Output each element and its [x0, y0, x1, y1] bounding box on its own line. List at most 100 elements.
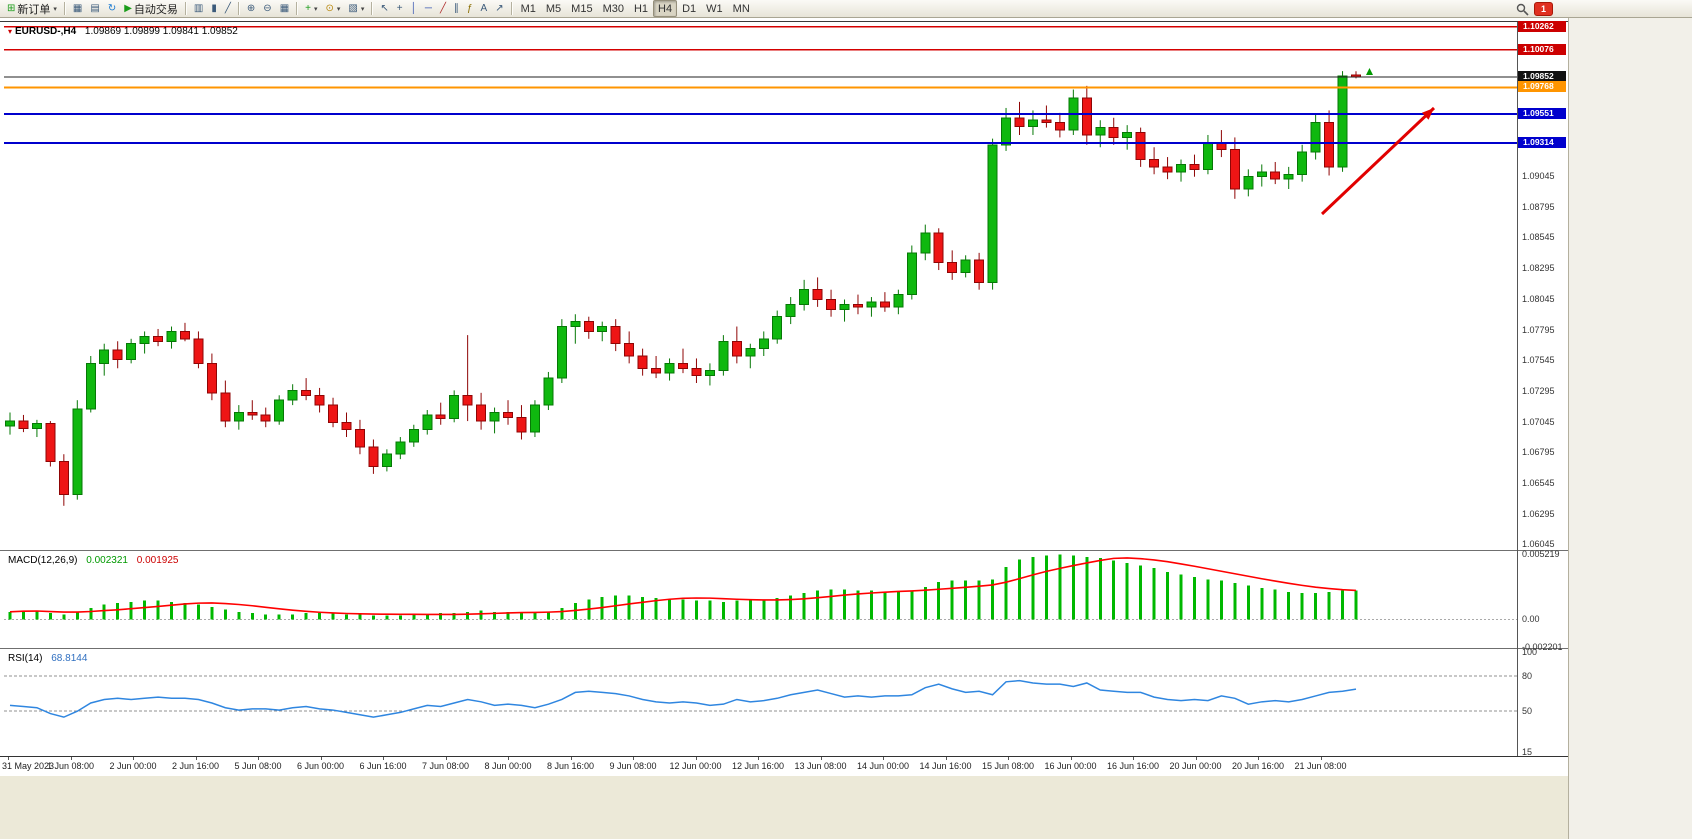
trendline-button[interactable]: ╱: [436, 0, 450, 17]
axis-label: 1.06795: [1522, 447, 1555, 458]
time-axis-tick: [633, 757, 634, 760]
timeframe-d1-button[interactable]: D1: [677, 0, 701, 17]
indicators-button[interactable]: + ▾: [301, 0, 321, 17]
axis-label: 1.06295: [1522, 508, 1555, 519]
price-line-tag: 1.09852: [1518, 71, 1566, 82]
macd-main-value: 0.002321: [86, 555, 128, 566]
timeframe-h1-button[interactable]: H1: [629, 0, 653, 17]
channel-button[interactable]: ∥: [450, 0, 463, 17]
timeframe-w1-button[interactable]: W1: [701, 0, 728, 17]
timeframe-mn-button[interactable]: MN: [728, 0, 755, 17]
time-axis-tick: [383, 757, 384, 760]
axis-label: 1.07795: [1522, 324, 1555, 335]
refresh-button[interactable]: ↻: [104, 0, 120, 17]
toolbar-separator: [63, 2, 66, 15]
macd-label: MACD(12,26,9) 0.002321 0.001925: [8, 555, 178, 566]
arrows-button[interactable]: ↗: [491, 0, 507, 17]
autotrading-button[interactable]: ▶ 自动交易: [120, 0, 182, 17]
new-order-button-label: 新订单: [17, 3, 51, 16]
templates-icon: ▧: [348, 2, 358, 14]
axis-label: 0.00: [1522, 614, 1540, 625]
trend-arrow-annotation: [1320, 106, 1436, 216]
toolbar-right: 1: [1516, 2, 1553, 16]
zoom-out-button[interactable]: ⊖: [259, 0, 275, 17]
horizontal-line-button[interactable]: ─: [421, 0, 436, 17]
time-axis-label: 16 Jun 00:00: [1044, 761, 1097, 771]
time-axis[interactable]: 31 May 2023 1 Jun 08:00 2 Jun 00:00 2 Jun 1…: [0, 757, 1568, 776]
candlestick-chart-button[interactable]: ▮: [207, 0, 221, 17]
chevron-down-icon: ▾: [313, 5, 318, 13]
time-axis-label: 6 Jun 16:00: [359, 761, 407, 771]
crosshair-button[interactable]: +: [393, 0, 407, 17]
fibonacci-button[interactable]: ƒ: [463, 0, 477, 17]
new-chart-button[interactable]: ▦: [69, 0, 86, 17]
last-tick-arrow-icon: [1366, 68, 1373, 76]
zoom-in-button[interactable]: ⊕: [243, 0, 259, 17]
periods-button[interactable]: ⊙ ▾: [322, 0, 345, 17]
toolbar-buttons: ⊞ 新订单 ▾ ▦ ▤ ↻ ▶ 自动交易 ▥ ▮ ╱ ⊕ ⊖ ▦ + ▾ ⊙ ▾ ▧ ▾ ↖ + │ ─ ╱ ∥ ƒ A ↗ M1 M5 M1…: [3, 0, 755, 18]
timeframe-m5-button[interactable]: M5: [541, 0, 566, 17]
cursor-button[interactable]: ↖: [376, 0, 392, 17]
search-icon[interactable]: [1516, 3, 1529, 16]
axis-label: 100: [1522, 647, 1538, 658]
time-axis-tick: [320, 757, 322, 760]
cursor-icon: ↖: [380, 2, 389, 14]
indicators-icon: +: [305, 2, 311, 14]
time-axis-tick: [258, 757, 259, 760]
axis-label: 1.07295: [1522, 385, 1555, 396]
time-axis-label: 9 Jun 08:00: [609, 761, 657, 771]
templates-button[interactable]: ▧ ▾: [344, 0, 368, 17]
price-line-tag: 1.09768: [1518, 81, 1566, 93]
candlestick-chart-icon: ▮: [211, 2, 217, 14]
timeframe-h4-button-label: H4: [658, 2, 673, 15]
text-button[interactable]: A: [477, 0, 492, 17]
axis-label: 1.07045: [1522, 416, 1555, 427]
rsi-value: 68.8144: [51, 653, 88, 664]
chevron-down-icon: ▾: [336, 5, 341, 13]
timeframe-m15-button[interactable]: M15: [566, 0, 597, 17]
autotrading-button-label: 自动交易: [133, 3, 178, 16]
toolbar-separator: [371, 2, 374, 15]
right-filler-panel: [1568, 18, 1692, 839]
rsi-separator: [0, 648, 1568, 649]
vertical-line-button[interactable]: │: [407, 0, 421, 17]
vertical-line-icon: │: [410, 2, 417, 14]
timeframe-w1-button-label: W1: [706, 2, 723, 15]
price-chart-canvas[interactable]: [4, 22, 1518, 550]
toolbar-separator: [510, 2, 513, 15]
macd-canvas[interactable]: [4, 552, 1518, 648]
candles: [5, 71, 1361, 506]
chart-top-border: [0, 21, 1568, 22]
axis-label: 1.08545: [1522, 232, 1555, 243]
toolbar: ⊞ 新订单 ▾ ▦ ▤ ↻ ▶ 自动交易 ▥ ▮ ╱ ⊕ ⊖ ▦ + ▾ ⊙ ▾ ▧ ▾ ↖ + │ ─ ╱ ∥ ƒ A ↗ M1 M5 M1…: [0, 0, 1692, 18]
line-chart-button[interactable]: ╱: [221, 0, 235, 17]
tile-windows-button[interactable]: ▦: [276, 0, 293, 17]
tile-windows-icon: ▦: [279, 2, 290, 14]
time-axis-label: 20 Jun 16:00: [1231, 761, 1285, 771]
macd-separator: [0, 550, 1568, 551]
time-axis-label: 15 Jun 08:00: [981, 761, 1035, 771]
text-icon: A: [480, 2, 488, 14]
timeframe-h4-button[interactable]: H4: [653, 0, 678, 17]
axis-label: 1.08295: [1522, 263, 1555, 274]
profiles-button[interactable]: ▤: [86, 0, 103, 17]
timeframe-m30-button[interactable]: M30: [598, 0, 629, 17]
rsi-canvas[interactable]: [4, 650, 1518, 756]
time-axis-label: 14 Jun 00:00: [856, 761, 910, 771]
new-order-icon: ⊞: [7, 2, 16, 14]
time-axis-tick: [1320, 757, 1322, 760]
timeframe-m1-button[interactable]: M1: [516, 0, 541, 17]
arrows-icon: ↗: [495, 2, 504, 14]
time-axis-tick: [570, 757, 572, 760]
timeframe-m30-button-label: M30: [602, 2, 624, 15]
time-axis-label: 14 Jun 16:00: [919, 761, 972, 771]
axis-label: 1.06045: [1522, 539, 1555, 550]
time-axis-label: 6 Jun 00:00: [296, 761, 345, 771]
axis-label: 80: [1522, 670, 1533, 681]
timeframe-h1-button-label: H1: [633, 2, 649, 15]
bar-chart-button[interactable]: ▥: [190, 0, 207, 17]
notification-badge[interactable]: 1: [1534, 2, 1553, 16]
chart-symbol-icon: ▾: [8, 27, 13, 36]
price-axis[interactable]: 1.09045 1.08795 1.08545 1.08295 1.08045 1.077…: [1518, 20, 1568, 757]
new-order-button[interactable]: ⊞ 新订单 ▾: [3, 0, 61, 17]
